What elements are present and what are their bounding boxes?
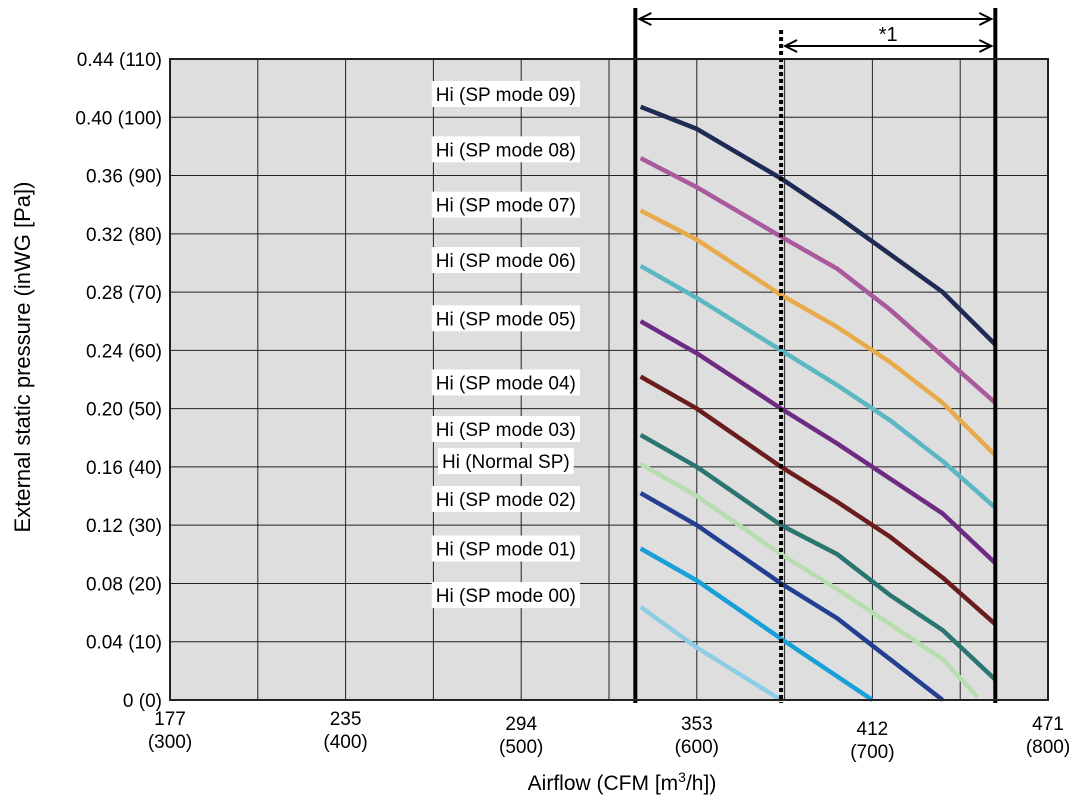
series-label-box <box>431 191 580 218</box>
y-tick-label: 0.24 (60) <box>86 341 162 362</box>
series-label-box <box>431 582 580 609</box>
y-tick-label: 0.44 (110) <box>77 50 162 71</box>
y-tick-label: 0.04 (10) <box>86 633 162 654</box>
series-line <box>639 604 783 702</box>
series-label-box <box>431 80 580 107</box>
range-arrow-full-head-left <box>637 12 652 26</box>
x-tick-label-cfm: 235 <box>330 709 362 730</box>
series-label-box <box>431 305 580 332</box>
range-arrow-sub-head-right <box>978 39 994 53</box>
y-tick-label: 0 (0) <box>123 691 162 712</box>
series-label-box <box>431 416 580 443</box>
y-tick-label: 0.12 (30) <box>86 516 162 537</box>
series-label: Hi (SP mode 06) <box>436 251 576 272</box>
series-line <box>639 319 997 565</box>
series-label: Hi (Normal SP) <box>442 452 570 473</box>
series-label: Hi (SP mode 05) <box>436 309 576 330</box>
series-label: Hi (SP mode 07) <box>436 196 576 217</box>
series-label: Hi (SP mode 09) <box>436 85 576 106</box>
range-annotation: *1 <box>879 24 898 46</box>
y-tick-label: 0.20 (50) <box>86 400 162 421</box>
series-label-box <box>431 247 580 274</box>
x-tick-label-cfm: 294 <box>505 714 537 735</box>
series-label: Hi (SP mode 03) <box>436 420 576 441</box>
x-axis-title-suffix: /h]) <box>686 772 716 795</box>
y-axis-title: External static pressure (inWG [Pa]) <box>10 182 35 533</box>
series-line <box>639 104 997 347</box>
x-tick-label-cfm: 412 <box>857 719 889 740</box>
plot-border <box>169 58 1049 701</box>
x-axis-title: Airflow (CFM [m3/h]) <box>528 769 717 795</box>
y-tick-label: 0.40 (100) <box>75 108 162 129</box>
x-tick-label-m3h: (500) <box>499 737 543 758</box>
y-tick-label: 0.28 (70) <box>86 283 162 304</box>
x-tick-label-m3h: (300) <box>148 732 192 753</box>
series-line <box>639 156 997 405</box>
y-tick-label: 0.32 (80) <box>86 225 162 246</box>
range-arrow-full-head-right <box>978 12 994 26</box>
series-line <box>639 491 944 702</box>
x-tick-label-m3h: (800) <box>1026 737 1070 758</box>
x-axis-title-prefix: Airflow (CFM [m <box>528 772 679 795</box>
x-tick-label-m3h: (700) <box>850 742 894 763</box>
x-tick-label-cfm: 177 <box>154 709 186 730</box>
range-arrow-sub-head-left <box>782 39 798 53</box>
series-line <box>639 432 997 682</box>
series-label: Hi (SP mode 04) <box>436 373 576 394</box>
series-label: Hi (SP mode 01) <box>436 539 576 560</box>
series-line <box>639 208 997 457</box>
series-line <box>639 263 997 510</box>
x-tick-label-m3h: (400) <box>323 732 367 753</box>
series-label: Hi (SP mode 00) <box>436 586 576 607</box>
series-label-box <box>431 535 580 562</box>
x-tick-label-cfm: 471 <box>1032 714 1064 735</box>
series-label: Hi (SP mode 08) <box>436 140 576 161</box>
x-tick-label-cfm: 353 <box>681 714 713 735</box>
series-label-box <box>437 448 574 475</box>
series-line <box>639 462 980 699</box>
series-line <box>639 374 997 626</box>
series-label: Hi (SP mode 02) <box>436 490 576 511</box>
y-tick-label: 0.36 (90) <box>86 167 162 188</box>
series-label-box <box>431 136 580 163</box>
x-axis-title-sup: 3 <box>678 769 686 785</box>
series-label-box <box>431 369 580 396</box>
x-tick-label-m3h: (600) <box>675 737 719 758</box>
y-tick-label: 0.08 (20) <box>86 574 162 595</box>
y-tick-label: 0.16 (40) <box>86 458 162 479</box>
series-label-box <box>431 485 580 512</box>
series-line <box>639 546 874 702</box>
